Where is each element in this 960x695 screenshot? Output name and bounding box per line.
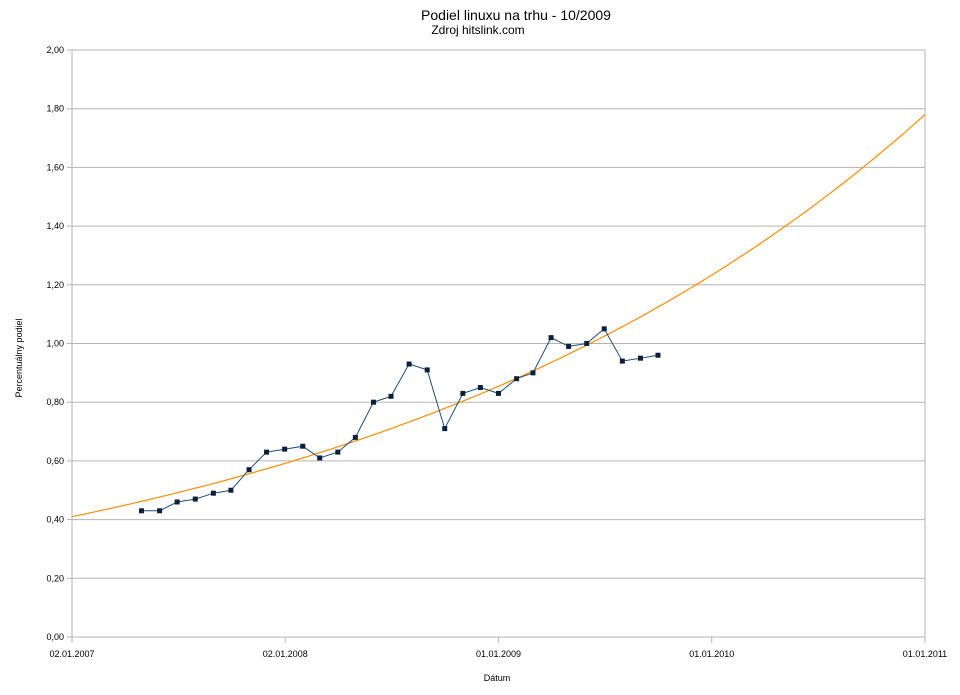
grid [72,49,925,638]
data-point [192,496,198,502]
y-axis-title: Percentuálny podiel [14,318,24,397]
data-point [584,341,590,346]
data-point [460,390,466,396]
data-point [548,335,554,341]
data-point [174,499,180,505]
data-point [424,367,430,373]
y-axis-ticks: 0,00 0,20 0,40 0,60 0,80 1,00 1,20 1,40 1,60 1,80… [46,45,72,642]
data-point [530,370,536,376]
data-point [619,358,625,364]
data-point [264,449,270,455]
chart-subtitle: Zdroj hitslink.com [431,23,524,37]
data-point [601,326,607,332]
data-point [352,434,358,440]
y-tick-label: 0,20 [46,573,64,583]
data-point [442,426,448,432]
y-tick-label: 0,40 [46,515,64,525]
data-point [406,361,412,367]
x-tick-label: 01.01.2009 [476,649,521,659]
series [71,114,926,518]
data-point [228,487,234,493]
data-point [514,376,520,382]
y-tick-label: 1,80 [46,104,64,114]
x-tick-label: 01.01.2010 [689,649,734,659]
data-point [139,508,145,514]
x-tick-label: 02.01.2008 [263,649,308,659]
chart-title: Podiel linuxu na trhu - 10/2009 [421,7,611,23]
data-point [246,467,252,473]
data-point [317,455,323,461]
data-series-line [141,328,659,512]
data-point [157,508,163,514]
data-point [496,390,501,396]
y-tick-label: 0,00 [46,632,64,642]
x-axis-title: Dátum [484,673,511,683]
data-point [335,449,341,455]
data-point [210,490,216,496]
y-tick-label: 1,00 [46,339,64,349]
y-tick-label: 0,60 [46,456,64,466]
y-tick-label: 2,00 [46,45,64,55]
x-tick-label: 01.01.2011 [903,649,947,659]
data-point [388,393,394,399]
data-point [477,385,483,391]
x-tick-label: 02.01.2007 [49,649,94,659]
data-point [637,355,643,361]
trendline [71,114,926,518]
data-point [566,343,572,349]
y-tick-label: 1,20 [46,280,64,290]
data-point [300,443,306,449]
y-tick-label: 1,60 [46,162,64,172]
y-tick-label: 0,80 [46,397,64,407]
data-point [370,399,376,405]
data-point [655,352,661,358]
x-axis-ticks: 02.01.2007 02.01.2008 01.01.2009 01.01.2010… [49,637,947,659]
y-tick-label: 1,40 [46,221,64,231]
data-point [282,446,288,452]
